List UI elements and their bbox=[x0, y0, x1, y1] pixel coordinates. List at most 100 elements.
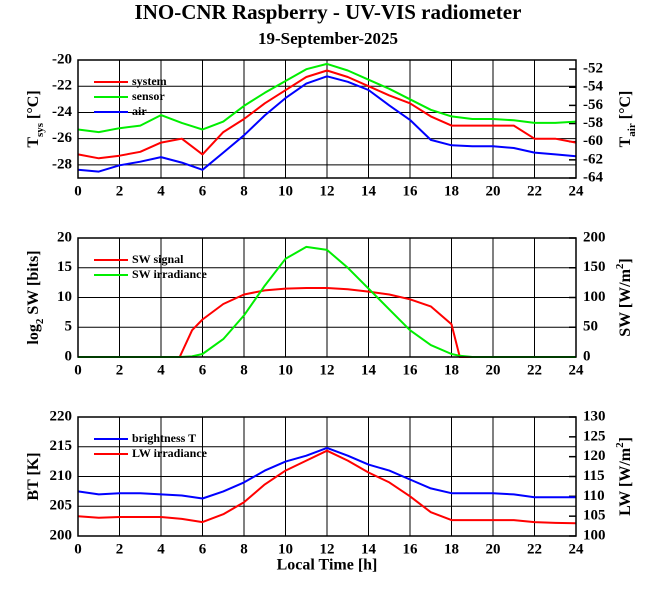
y-tick-label: 200 bbox=[50, 527, 73, 543]
x-tick-label: 24 bbox=[569, 183, 585, 199]
x-tick-label: 2 bbox=[116, 362, 124, 378]
x-tick-label: 16 bbox=[403, 183, 419, 199]
x-tick-label: 16 bbox=[403, 362, 419, 378]
x-tick-label: 8 bbox=[240, 541, 248, 557]
x-tick-label: 0 bbox=[74, 183, 82, 199]
y-tick-label: 215 bbox=[50, 438, 73, 454]
x-tick-label: 18 bbox=[444, 541, 459, 557]
y2-tick-label: -54 bbox=[583, 79, 603, 95]
y-tick-label: -24 bbox=[52, 104, 72, 120]
axis-label-part: 2 bbox=[614, 263, 626, 269]
axis-label-part: [°C] bbox=[617, 91, 634, 124]
x-tick-label: 16 bbox=[403, 541, 419, 557]
x-tick-label: 4 bbox=[157, 362, 165, 378]
axis-label: Tair [°C] bbox=[617, 91, 638, 148]
x-tick-label: 24 bbox=[569, 362, 585, 378]
y-tick-label: -28 bbox=[52, 156, 72, 172]
x-tick-label: 14 bbox=[361, 541, 377, 557]
axis-label-part: LW [W/m bbox=[617, 447, 634, 516]
axis-label-part: T bbox=[617, 136, 634, 147]
x-tick-label: 0 bbox=[74, 541, 82, 557]
x-tick-label: 8 bbox=[240, 362, 248, 378]
y2-tick-label: -62 bbox=[583, 151, 603, 167]
x-tick-label: 10 bbox=[278, 183, 293, 199]
x-tick-label: 22 bbox=[527, 183, 542, 199]
axis-label: SW [W/m2] bbox=[614, 258, 634, 337]
y-tick-label: 205 bbox=[50, 498, 73, 514]
legend-label: brightness T bbox=[132, 431, 196, 445]
x-tick-label: 20 bbox=[486, 362, 501, 378]
plot-frame bbox=[77, 416, 577, 537]
axis-label-part: 2 bbox=[34, 318, 46, 324]
legend-label: system bbox=[132, 74, 167, 88]
chart-title: INO-CNR Raspberry - UV-VIS radiometer bbox=[135, 0, 522, 24]
y-tick-label: 15 bbox=[57, 259, 72, 275]
x-axis-label: Local Time [h] bbox=[277, 557, 378, 574]
x-tick-label: 0 bbox=[74, 362, 82, 378]
y-tick-label: 210 bbox=[50, 468, 73, 484]
axis-label: LW [W/m2] bbox=[614, 437, 634, 516]
legend-label: LW irradiance bbox=[132, 446, 208, 460]
y-tick-label: 0 bbox=[65, 348, 73, 364]
axis-label-part: T bbox=[25, 137, 42, 148]
y2-tick-label: 110 bbox=[583, 488, 605, 504]
y2-tick-label: -64 bbox=[583, 169, 603, 185]
axis-label-part: log bbox=[25, 324, 42, 344]
axis-label: Tsys [°C] bbox=[25, 90, 46, 147]
y2-tick-label: 150 bbox=[583, 259, 606, 275]
legend-label: sensor bbox=[132, 89, 165, 103]
x-tick-label: 10 bbox=[278, 541, 293, 557]
axis-label-part: SW [bits] bbox=[25, 250, 42, 318]
y-tick-label: 20 bbox=[57, 229, 72, 245]
x-tick-label: 8 bbox=[240, 183, 248, 199]
axis-label-part: sys bbox=[34, 122, 46, 137]
x-tick-label: 24 bbox=[569, 541, 585, 557]
axis-label-part: ] bbox=[617, 437, 634, 442]
y-tick-label: 5 bbox=[65, 319, 73, 335]
x-tick-label: 2 bbox=[116, 183, 124, 199]
x-tick-label: 20 bbox=[486, 183, 501, 199]
axis-label: BT [K] bbox=[25, 452, 42, 500]
series-line bbox=[77, 69, 577, 160]
x-tick-label: 10 bbox=[278, 362, 293, 378]
x-tick-label: 22 bbox=[527, 362, 542, 378]
plot-frame bbox=[77, 59, 577, 179]
x-tick-label: 12 bbox=[320, 362, 335, 378]
axis-label-part: 2 bbox=[614, 442, 626, 448]
y-tick-label: 220 bbox=[50, 408, 73, 424]
legend-label: SW irradiance bbox=[132, 267, 207, 281]
y-tick-label: 10 bbox=[57, 289, 72, 305]
y2-tick-label: 100 bbox=[583, 527, 606, 543]
x-tick-label: 14 bbox=[361, 183, 377, 199]
y2-tick-label: 0 bbox=[583, 348, 591, 364]
y2-tick-label: -56 bbox=[583, 97, 603, 113]
y2-tick-label: -52 bbox=[583, 61, 603, 77]
y2-tick-label: 100 bbox=[583, 289, 606, 305]
x-tick-label: 6 bbox=[199, 183, 207, 199]
x-tick-label: 6 bbox=[199, 362, 207, 378]
y2-tick-label: 120 bbox=[583, 448, 606, 464]
y2-tick-label: 125 bbox=[583, 428, 606, 444]
axis-label-part: ] bbox=[617, 258, 634, 263]
series-line bbox=[77, 449, 577, 525]
y-tick-label: -20 bbox=[52, 51, 72, 67]
x-tick-label: 14 bbox=[361, 362, 377, 378]
x-tick-label: 18 bbox=[444, 183, 459, 199]
x-tick-label: 4 bbox=[157, 183, 165, 199]
x-tick-label: 18 bbox=[444, 362, 459, 378]
y2-tick-label: 200 bbox=[583, 229, 606, 245]
y-tick-label: -22 bbox=[52, 78, 72, 94]
y2-tick-label: 50 bbox=[583, 319, 598, 335]
series-line bbox=[77, 62, 577, 134]
x-tick-label: 20 bbox=[486, 541, 501, 557]
y2-tick-label: 115 bbox=[583, 468, 605, 484]
x-tick-label: 12 bbox=[320, 183, 335, 199]
plot-frame bbox=[77, 237, 577, 358]
y2-tick-label: -58 bbox=[583, 115, 603, 131]
x-tick-label: 22 bbox=[527, 541, 542, 557]
axis-label: log2 SW [bits] bbox=[25, 250, 46, 344]
x-tick-label: 6 bbox=[199, 541, 207, 557]
y2-tick-label: 105 bbox=[583, 508, 606, 524]
chart-subtitle: 19-September-2025 bbox=[258, 29, 398, 48]
y2-tick-label: -60 bbox=[583, 133, 603, 149]
